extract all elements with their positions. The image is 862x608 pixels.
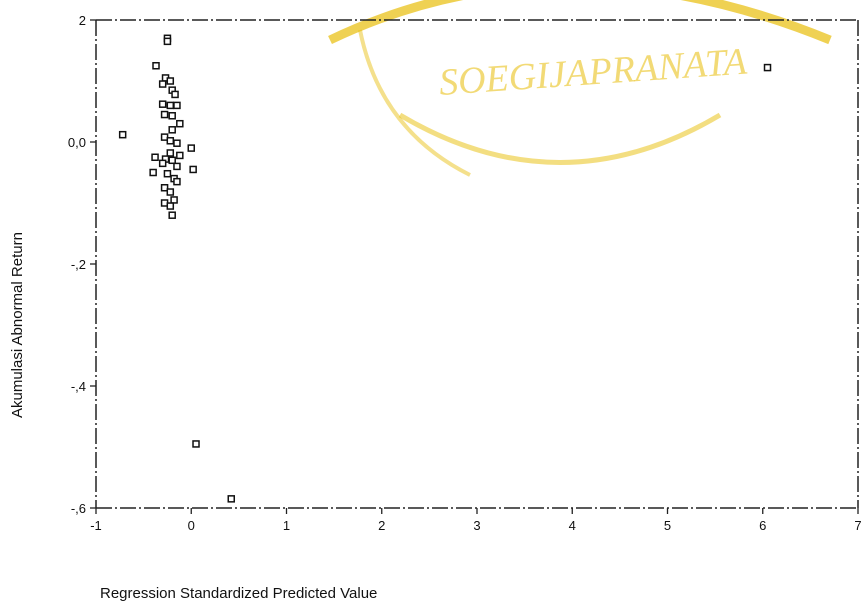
data-point xyxy=(152,62,160,70)
data-point xyxy=(171,90,179,99)
y-tick-label: -,2 xyxy=(71,257,86,272)
watermark-arc-inner xyxy=(398,112,722,165)
data-point xyxy=(176,151,184,160)
data-point xyxy=(189,165,197,174)
data-point xyxy=(192,440,200,448)
y-ticks: 2 0,0 -,2 -,4 -,6 xyxy=(68,13,96,516)
data-point xyxy=(158,159,167,168)
data-point xyxy=(166,101,175,110)
data-point xyxy=(166,149,175,157)
data-point xyxy=(168,211,176,219)
data-point xyxy=(176,119,184,128)
x-tick-label: 6 xyxy=(759,518,766,533)
data-point xyxy=(168,156,176,165)
data-point xyxy=(163,169,172,178)
watermark-arc-side xyxy=(358,29,471,177)
x-ticks: -1 0 1 2 3 4 5 6 7 xyxy=(90,508,862,533)
x-tick-label: 3 xyxy=(473,518,480,533)
x-axis-title: Regression Standardized Predicted Value xyxy=(100,585,377,602)
data-point xyxy=(187,144,195,152)
data-point xyxy=(118,130,127,139)
y-tick-label: -,4 xyxy=(71,379,86,394)
watermark-arc-outer xyxy=(328,0,832,45)
data-point xyxy=(158,80,167,88)
data-point xyxy=(160,184,169,192)
data-point xyxy=(170,196,178,204)
data-point xyxy=(227,495,236,503)
x-tick-label: -1 xyxy=(90,518,102,533)
data-point xyxy=(166,188,175,196)
x-tick-label: 2 xyxy=(378,518,385,533)
y-tick-label: 0,0 xyxy=(68,135,86,150)
data-point xyxy=(151,153,159,161)
x-tick-label: 0 xyxy=(188,518,195,533)
x-tick-label: 1 xyxy=(283,518,290,533)
x-tick-label: 5 xyxy=(664,518,671,533)
y-tick-label: -,6 xyxy=(71,501,86,516)
data-points xyxy=(118,34,772,503)
data-point xyxy=(166,77,175,85)
data-point xyxy=(166,137,175,145)
y-axis-title: Akumulasi Abnormal Return xyxy=(9,232,26,418)
data-point xyxy=(149,168,157,177)
y-tick-label: 2 xyxy=(79,13,86,28)
data-point xyxy=(173,139,181,147)
data-point xyxy=(173,162,181,171)
x-tick-label: 7 xyxy=(854,518,861,533)
data-point xyxy=(173,101,181,110)
data-point xyxy=(166,202,175,210)
data-point xyxy=(168,126,176,134)
x-tick-label: 4 xyxy=(569,518,576,533)
data-point xyxy=(173,177,181,186)
plot-frame xyxy=(95,19,859,509)
data-point xyxy=(158,100,167,108)
data-point xyxy=(160,110,169,119)
data-point xyxy=(168,112,176,120)
data-point xyxy=(763,63,772,72)
data-point xyxy=(163,37,172,46)
